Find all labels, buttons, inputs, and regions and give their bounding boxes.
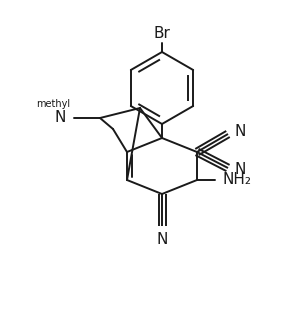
Text: N: N bbox=[234, 162, 246, 176]
Text: N: N bbox=[234, 125, 246, 139]
Text: N: N bbox=[55, 111, 66, 126]
Text: N: N bbox=[156, 233, 168, 248]
Text: methyl: methyl bbox=[36, 99, 70, 109]
Text: Br: Br bbox=[153, 27, 171, 42]
Text: NH₂: NH₂ bbox=[222, 172, 251, 187]
